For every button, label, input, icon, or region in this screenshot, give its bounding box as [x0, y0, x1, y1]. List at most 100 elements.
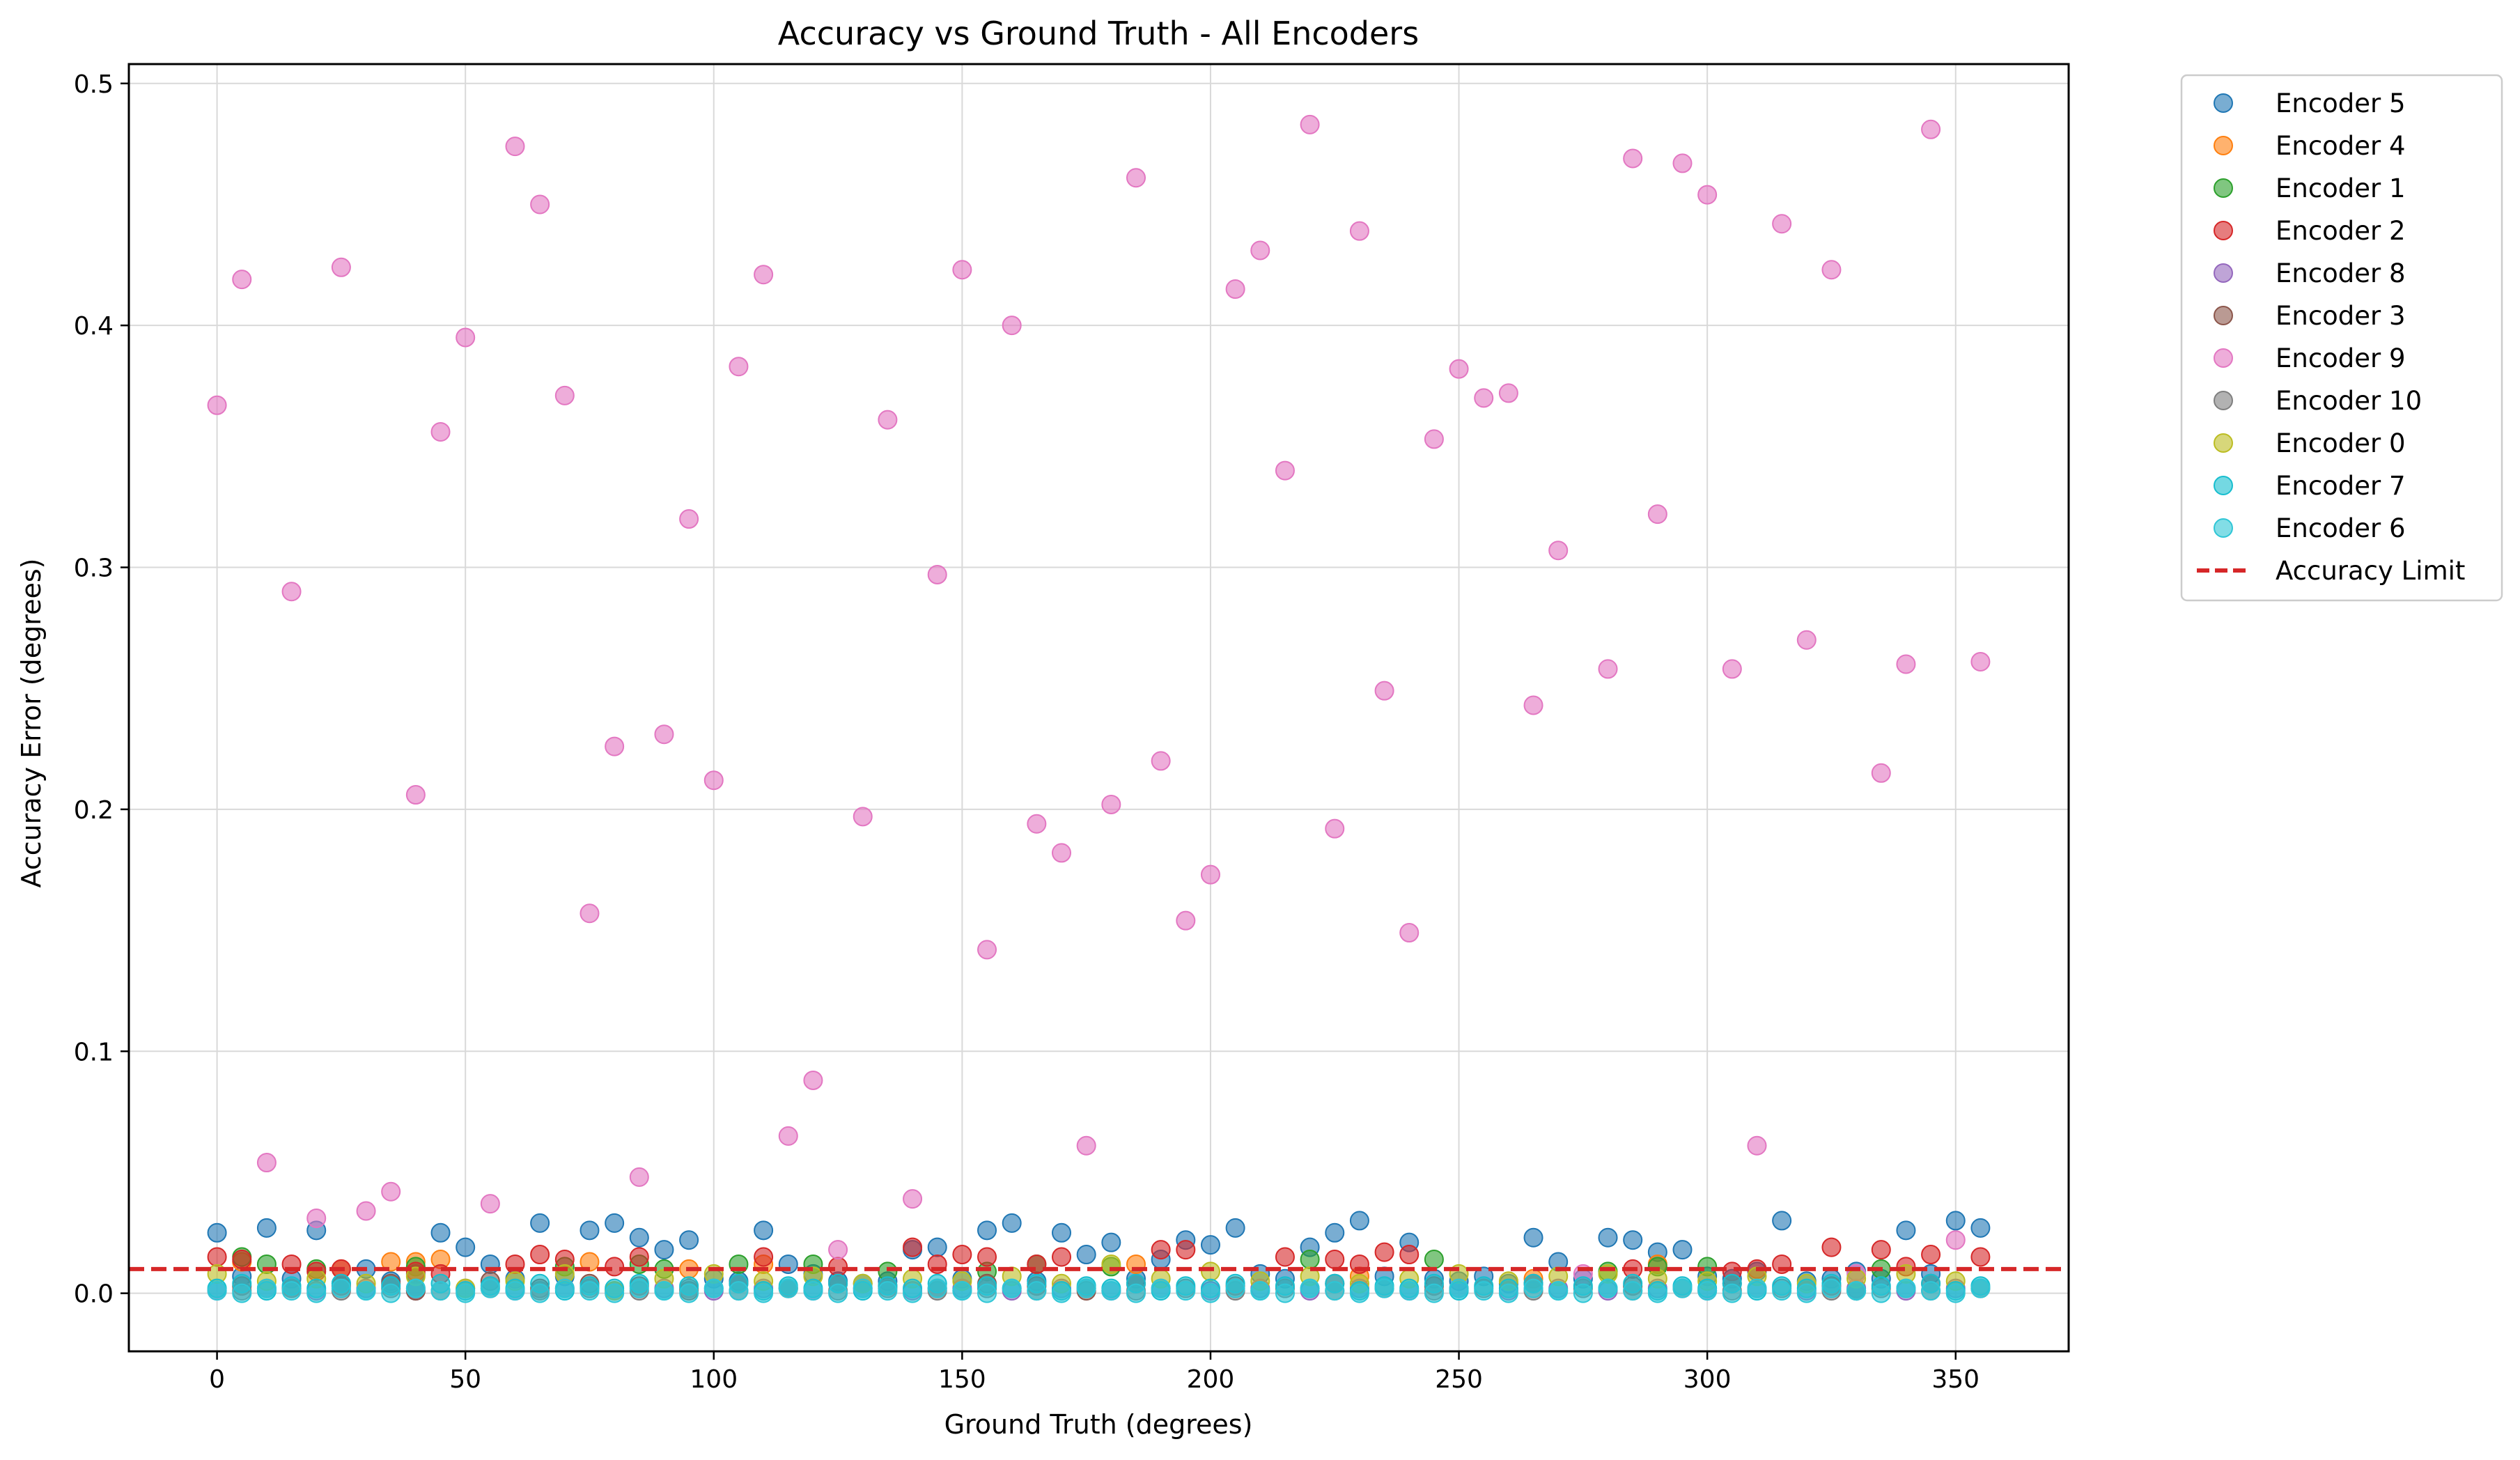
data-point-encoder-9: [1970, 652, 1991, 671]
x-tick-label: 0: [209, 1365, 225, 1394]
data-point-encoder-6: [505, 1281, 525, 1301]
data-point-encoder-9: [1672, 153, 1693, 173]
data-point-encoder-9: [1945, 1230, 1966, 1250]
data-point-encoder-9: [1002, 316, 1022, 336]
x-tick-label: 100: [690, 1365, 738, 1394]
y-tick-label: 0.4: [74, 312, 114, 341]
data-point-encoder-9: [554, 385, 575, 405]
data-point-encoder-6: [1399, 1281, 1420, 1301]
data-point-encoder-5: [754, 1220, 774, 1241]
x-tick-label: 50: [449, 1365, 481, 1394]
data-point-encoder-9: [1474, 388, 1494, 408]
data-point-encoder-9: [1449, 359, 1469, 379]
data-point-encoder-6: [356, 1281, 376, 1301]
data-point-encoder-9: [1126, 168, 1146, 188]
data-point-encoder-5: [456, 1237, 476, 1257]
data-point-encoder-5: [1101, 1232, 1121, 1252]
y-axis-label: Accuracy Error (degrees): [16, 559, 47, 888]
y-tick-label: 0.3: [74, 554, 114, 583]
x-tick-label: 200: [1187, 1365, 1235, 1394]
legend: Encoder 5 Encoder 4 Encoder 1 Encoder 2 Enco…: [2180, 74, 2503, 602]
plot-points: [207, 114, 1991, 1303]
data-point-encoder-5: [1349, 1211, 1369, 1231]
data-point-encoder-6: [1052, 1283, 1072, 1303]
data-point-encoder-6: [1722, 1283, 1742, 1303]
data-point-encoder-9: [1399, 923, 1420, 943]
data-point-encoder-6: [1349, 1283, 1369, 1303]
data-point-encoder-2: [1921, 1245, 1941, 1265]
data-point-encoder-5: [1772, 1211, 1792, 1231]
data-point-encoder-9: [1325, 818, 1345, 839]
data-point-encoder-9: [927, 564, 947, 584]
data-point-encoder-9: [1796, 630, 1817, 650]
data-point-encoder-2: [1871, 1240, 1891, 1260]
data-point-encoder-6: [1424, 1283, 1444, 1303]
data-point-encoder-9: [256, 1153, 277, 1173]
data-point-encoder-9: [629, 1167, 649, 1187]
data-point-encoder-5: [430, 1222, 451, 1243]
data-point-encoder-9: [1225, 279, 1245, 300]
data-point-encoder-5: [977, 1220, 997, 1241]
data-point-encoder-9: [1349, 221, 1369, 241]
legend-label: Encoder 3: [2276, 301, 2406, 331]
data-point-encoder-2: [1325, 1250, 1345, 1269]
data-point-encoder-5: [207, 1222, 227, 1243]
y-tick-label: 0.0: [74, 1280, 114, 1309]
legend-label: Encoder 6: [2276, 513, 2406, 543]
data-point-encoder-9: [281, 582, 302, 602]
data-point-encoder-6: [1002, 1278, 1022, 1298]
data-point-encoder-9: [1424, 429, 1444, 449]
data-point-encoder-9: [654, 724, 674, 745]
y-tick-label: 0.1: [74, 1038, 114, 1066]
data-point-encoder-9: [405, 785, 426, 805]
data-point-encoder-6: [878, 1281, 898, 1301]
data-point-encoder-9: [605, 736, 625, 756]
data-point-encoder-9: [1151, 751, 1171, 771]
data-point-encoder-9: [1250, 240, 1270, 261]
data-point-encoder-6: [554, 1278, 575, 1298]
data-point-encoder-9: [952, 260, 972, 280]
legend-marker: [2214, 348, 2233, 368]
data-point-encoder-9: [1697, 185, 1718, 205]
data-point-encoder-5: [605, 1213, 625, 1233]
data-point-encoder-6: [629, 1278, 649, 1298]
data-point-encoder-6: [1300, 1278, 1320, 1298]
legend-marker: [2214, 476, 2233, 495]
legend-label: Encoder 5: [2276, 88, 2406, 118]
data-point-encoder-6: [1275, 1283, 1295, 1303]
data-point-encoder-6: [480, 1278, 500, 1298]
y-axis-ticks: 0.0 0.1 0.2 0.3 0.4 0.5: [74, 70, 129, 1309]
data-point-encoder-2: [207, 1247, 227, 1267]
data-point-encoder-6: [1498, 1283, 1518, 1303]
data-point-encoder-5: [530, 1213, 550, 1233]
data-point-encoder-9: [1176, 910, 1196, 931]
data-point-encoder-6: [1896, 1278, 1916, 1298]
data-point-encoder-9: [530, 194, 550, 215]
data-point-encoder-9: [1921, 119, 1941, 139]
legend-marker: [2214, 178, 2233, 198]
data-point-encoder-9: [232, 270, 252, 290]
data-point-encoder-6: [729, 1281, 749, 1301]
data-point-encoder-6: [977, 1283, 997, 1303]
data-point-encoder-9: [803, 1070, 823, 1090]
data-point-encoder-9: [480, 1194, 500, 1214]
data-point-encoder-5: [1076, 1245, 1096, 1265]
x-tick-label: 300: [1683, 1365, 1732, 1394]
data-point-encoder-9: [1300, 114, 1320, 134]
data-point-encoder-9: [1200, 864, 1220, 885]
data-point-encoder-9: [754, 265, 774, 285]
data-point-encoder-1: [1424, 1250, 1444, 1269]
data-point-encoder-6: [1225, 1278, 1245, 1298]
data-point-encoder-6: [232, 1283, 252, 1303]
plot-frame: [127, 63, 2070, 1353]
data-point-encoder-6: [306, 1283, 327, 1303]
data-point-encoder-2: [605, 1257, 625, 1277]
legend-marker: [2214, 518, 2233, 538]
data-point-encoder-5: [1896, 1220, 1916, 1241]
legend-label: Accuracy Limit: [2276, 556, 2465, 586]
data-point-encoder-6: [1945, 1283, 1966, 1303]
data-point-encoder-6: [580, 1281, 600, 1301]
data-point-encoder-5: [1052, 1222, 1072, 1243]
data-point-encoder-5: [927, 1237, 947, 1257]
